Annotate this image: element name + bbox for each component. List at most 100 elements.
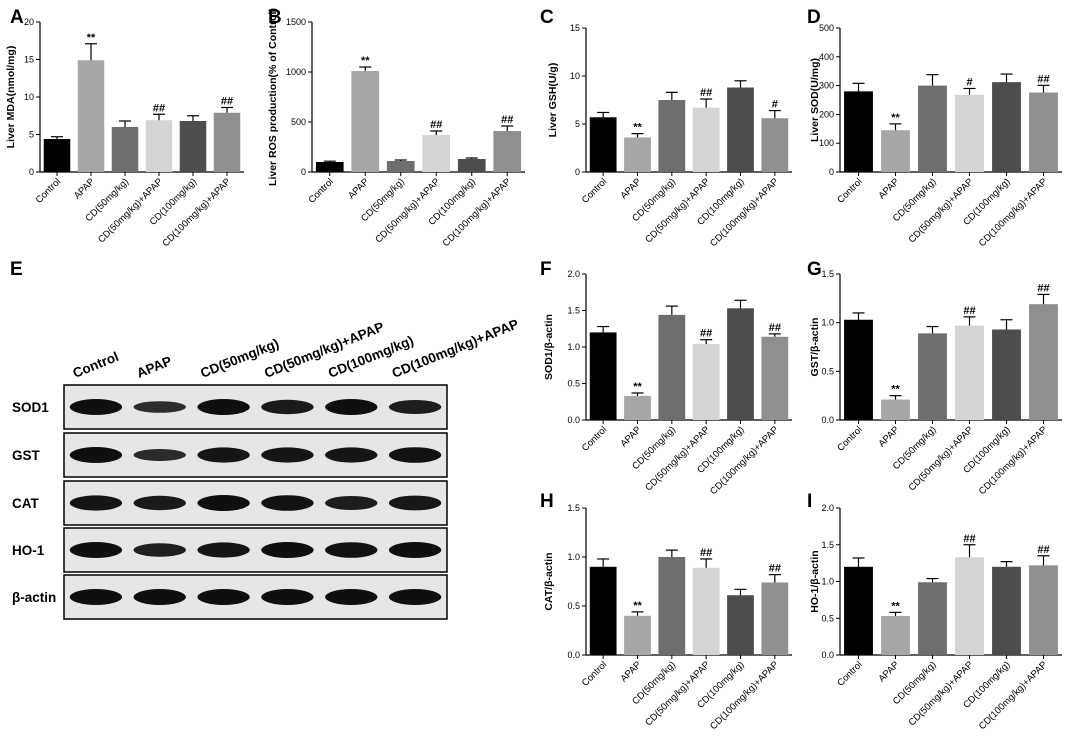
bar-a-6 bbox=[213, 112, 241, 172]
significance-f-4: ## bbox=[700, 328, 712, 340]
x-tick-label-b-1: Control bbox=[306, 176, 335, 205]
bar-f-4 bbox=[692, 344, 720, 420]
bar-h-3 bbox=[658, 557, 686, 655]
bar-i-2 bbox=[881, 616, 910, 655]
y-tick-label: 400 bbox=[819, 52, 834, 62]
y-tick-label: 5 bbox=[29, 130, 34, 140]
x-tick-label-h-1: Control bbox=[580, 659, 609, 688]
y-tick-label: 200 bbox=[819, 109, 834, 119]
bar-a-2 bbox=[77, 60, 105, 172]
y-tick-label: 15 bbox=[570, 23, 580, 33]
bar-a-3 bbox=[111, 127, 139, 172]
significance-g-4: ## bbox=[963, 305, 975, 317]
significance-a-6: ## bbox=[221, 96, 233, 108]
bar-c-3 bbox=[658, 100, 686, 172]
y-tick-label: 1.5 bbox=[567, 306, 580, 316]
blot-strip bbox=[63, 432, 448, 478]
blot-band bbox=[133, 495, 186, 511]
blot-row-label-1: SOD1 bbox=[12, 400, 49, 415]
bar-g-4 bbox=[955, 325, 984, 420]
bar-h-2 bbox=[624, 615, 651, 655]
significance-h-6: ## bbox=[769, 563, 781, 575]
blot-band bbox=[197, 399, 250, 415]
y-axis-label-a: Liver MDA(nmol/mg) bbox=[5, 46, 17, 149]
y-axis-label-i: HO-1/β-actin bbox=[809, 550, 821, 612]
bar-f-6 bbox=[761, 336, 789, 420]
x-tick-label-g-1: Control bbox=[835, 424, 864, 453]
bar-c-5 bbox=[727, 87, 754, 172]
blot-band bbox=[133, 401, 186, 413]
y-tick-label: 0 bbox=[301, 167, 306, 177]
x-tick-label-c-2: APAP bbox=[618, 176, 643, 201]
bar-h-6 bbox=[761, 582, 789, 655]
bar-g-6 bbox=[1029, 304, 1058, 420]
y-tick-label: 1.5 bbox=[567, 503, 580, 513]
x-tick-label-g-6: CD(100mg/kg)+APAP bbox=[977, 424, 1050, 497]
bar-b-2 bbox=[351, 71, 380, 172]
bar-h-4 bbox=[692, 567, 720, 655]
blot-row-4: HO-1 bbox=[12, 527, 448, 573]
x-tick-label-g-4: CD(50mg/kg)+APAP bbox=[907, 424, 976, 493]
significance-h-2: ** bbox=[633, 600, 642, 612]
blot-band bbox=[388, 400, 442, 414]
panel-label-h: H bbox=[540, 491, 554, 512]
x-tick-label-b-2: APAP bbox=[346, 176, 371, 201]
blot-band bbox=[197, 447, 250, 463]
blot-band bbox=[261, 542, 314, 558]
y-axis-label-b: Liver ROS production(% of Control) bbox=[267, 8, 279, 186]
blot-band bbox=[133, 589, 186, 605]
y-tick-label: 0 bbox=[575, 167, 580, 177]
y-tick-label: 300 bbox=[819, 81, 834, 91]
bar-h-1 bbox=[589, 566, 617, 655]
x-tick-label-f-4: CD(50mg/kg)+APAP bbox=[643, 424, 712, 493]
blot-band bbox=[133, 543, 186, 557]
y-tick-label: 15 bbox=[24, 55, 34, 65]
x-tick-label-a-6: CD(100mg/kg)+APAP bbox=[160, 176, 233, 249]
bar-i-3 bbox=[918, 582, 947, 655]
blot-band bbox=[69, 399, 123, 415]
y-tick-label: 0.5 bbox=[567, 379, 580, 389]
chart-panel-d: D Liver SOD(U/mg) 0 100 200 300 400 500 Control *… bbox=[807, 7, 1062, 249]
y-tick-label: 1.5 bbox=[821, 269, 834, 279]
y-tick-label: 0.5 bbox=[567, 601, 580, 611]
y-tick-label: 0.0 bbox=[821, 415, 834, 425]
significance-b-2: ** bbox=[361, 55, 370, 67]
y-tick-label: 1.0 bbox=[821, 577, 834, 587]
bar-g-5 bbox=[992, 329, 1021, 420]
significance-i-2: ** bbox=[891, 600, 900, 612]
y-tick-label: 10 bbox=[24, 92, 34, 102]
y-tick-label: 0.5 bbox=[821, 366, 834, 376]
y-tick-label: 20 bbox=[24, 17, 34, 27]
significance-c-4: ## bbox=[700, 87, 712, 99]
y-tick-label: 0.0 bbox=[567, 650, 580, 660]
bar-a-1 bbox=[43, 139, 71, 172]
blot-strip bbox=[63, 480, 448, 526]
significance-b-6: ## bbox=[501, 114, 513, 126]
y-axis-label-g: GST/β-actin bbox=[809, 318, 821, 377]
y-tick-label: 2.0 bbox=[821, 503, 834, 513]
y-tick-label: 0 bbox=[829, 167, 834, 177]
panel-label-f: F bbox=[540, 259, 552, 280]
x-tick-label-d-4: CD(50mg/kg)+APAP bbox=[907, 176, 976, 245]
x-tick-label-a-4: CD(50mg/kg)+APAP bbox=[96, 176, 165, 245]
significance-i-4: ## bbox=[963, 533, 975, 545]
x-tick-label-h-6: CD(100mg/kg)+APAP bbox=[708, 659, 781, 732]
blot-band bbox=[388, 447, 442, 463]
bar-a-4 bbox=[145, 120, 173, 172]
blot-strip bbox=[63, 574, 448, 620]
x-tick-label-i-6: CD(100mg/kg)+APAP bbox=[977, 659, 1050, 732]
y-tick-label: 5 bbox=[575, 119, 580, 129]
panel-label-d: D bbox=[807, 7, 821, 28]
bar-f-3 bbox=[658, 314, 686, 420]
significance-d-4: # bbox=[966, 76, 972, 88]
significance-d-6: ## bbox=[1037, 73, 1049, 85]
y-tick-label: 0.0 bbox=[567, 415, 580, 425]
bar-f-5 bbox=[727, 308, 754, 420]
bar-g-2 bbox=[881, 399, 910, 420]
bar-b-4 bbox=[422, 135, 451, 172]
bar-i-5 bbox=[992, 566, 1021, 655]
blot-row-3: CAT bbox=[12, 480, 448, 526]
